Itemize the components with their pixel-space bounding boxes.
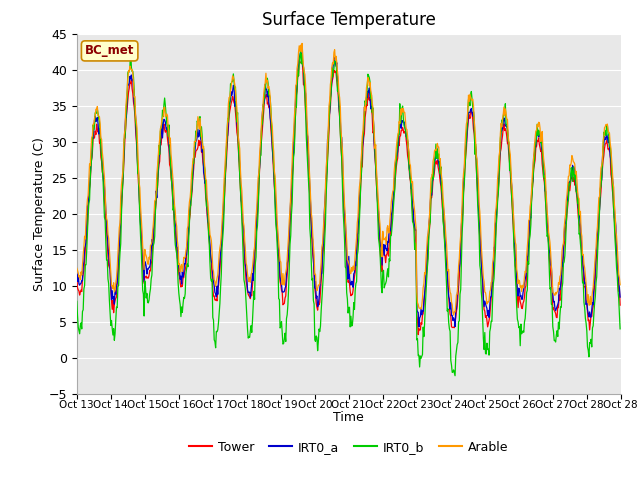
Text: BC_met: BC_met [85, 44, 134, 58]
Legend: Tower, IRT0_a, IRT0_b, Arable: Tower, IRT0_a, IRT0_b, Arable [184, 436, 513, 459]
X-axis label: Time: Time [333, 411, 364, 424]
Title: Surface Temperature: Surface Temperature [262, 11, 436, 29]
Y-axis label: Surface Temperature (C): Surface Temperature (C) [33, 137, 46, 290]
